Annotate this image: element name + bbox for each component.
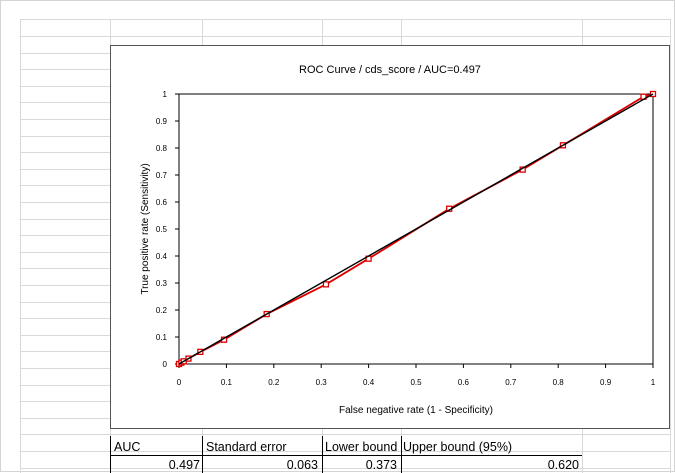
x-tick-label: 0.9 xyxy=(600,378,612,387)
reference-diagonal-line xyxy=(178,93,654,365)
x-tick-label: 0 xyxy=(177,378,182,387)
x-tick-label: 0.7 xyxy=(505,378,517,387)
x-tick-label: 0.5 xyxy=(410,378,422,387)
y-axis-ticks: 0 0.1 0.2 0.3 0.4 0.5 0.6 0.7 0.8 0.9 1 xyxy=(156,90,179,369)
y-tick-label: 0.1 xyxy=(156,333,168,342)
value-lower-bound[interactable]: 0.373 xyxy=(365,458,397,472)
y-axis-label: True positive rate (Sensitivity) xyxy=(140,163,151,294)
x-tick-label: 0.3 xyxy=(316,378,328,387)
y-tick-label: 0 xyxy=(163,360,168,369)
y-tick-label: 0.7 xyxy=(156,171,168,180)
value-auc[interactable]: 0.497 xyxy=(168,458,200,472)
x-tick-label: 0.2 xyxy=(268,378,280,387)
y-tick-label: 0.9 xyxy=(156,117,168,126)
chart-title: ROC Curve / cds_score / AUC=0.497 xyxy=(299,64,481,76)
x-axis-ticks: 0 0.1 0.2 0.3 0.4 0.5 0.6 0.7 0.8 0.9 1 xyxy=(177,364,656,387)
x-tick-label: 0.6 xyxy=(458,378,470,387)
x-tick-label: 0.8 xyxy=(553,378,565,387)
y-tick-label: 0.2 xyxy=(156,306,168,315)
roc-point xyxy=(322,281,330,288)
y-tick-label: 1 xyxy=(163,90,168,99)
header-auc[interactable]: AUC xyxy=(114,440,141,454)
x-axis-label: False negative rate (1 - Specificity) xyxy=(339,405,493,416)
header-lower-bound[interactable]: Lower bound (9 xyxy=(325,440,399,454)
y-tick-label: 0.6 xyxy=(156,198,168,207)
y-tick-label: 0.5 xyxy=(156,225,168,234)
roc-chart[interactable]: ROC Curve / cds_score / AUC=0.497 0 0.1 0.… xyxy=(110,45,670,429)
x-tick-label: 0.4 xyxy=(363,378,375,387)
header-upper-bound[interactable]: Upper bound (95%) xyxy=(403,440,513,454)
x-tick-label: 1 xyxy=(651,378,656,387)
y-tick-label: 0.8 xyxy=(156,144,168,153)
roc-chart-canvas: ROC Curve / cds_score / AUC=0.497 0 0.1 0.… xyxy=(140,64,657,416)
header-standard-error[interactable]: Standard error xyxy=(206,440,287,454)
x-tick-label: 0.1 xyxy=(221,378,233,387)
value-standard-error[interactable]: 0.063 xyxy=(286,458,318,472)
value-upper-bound[interactable]: 0.620 xyxy=(547,458,579,472)
series-layer xyxy=(175,90,657,368)
y-tick-label: 0.3 xyxy=(156,279,168,288)
y-tick-label: 0.4 xyxy=(156,252,168,261)
